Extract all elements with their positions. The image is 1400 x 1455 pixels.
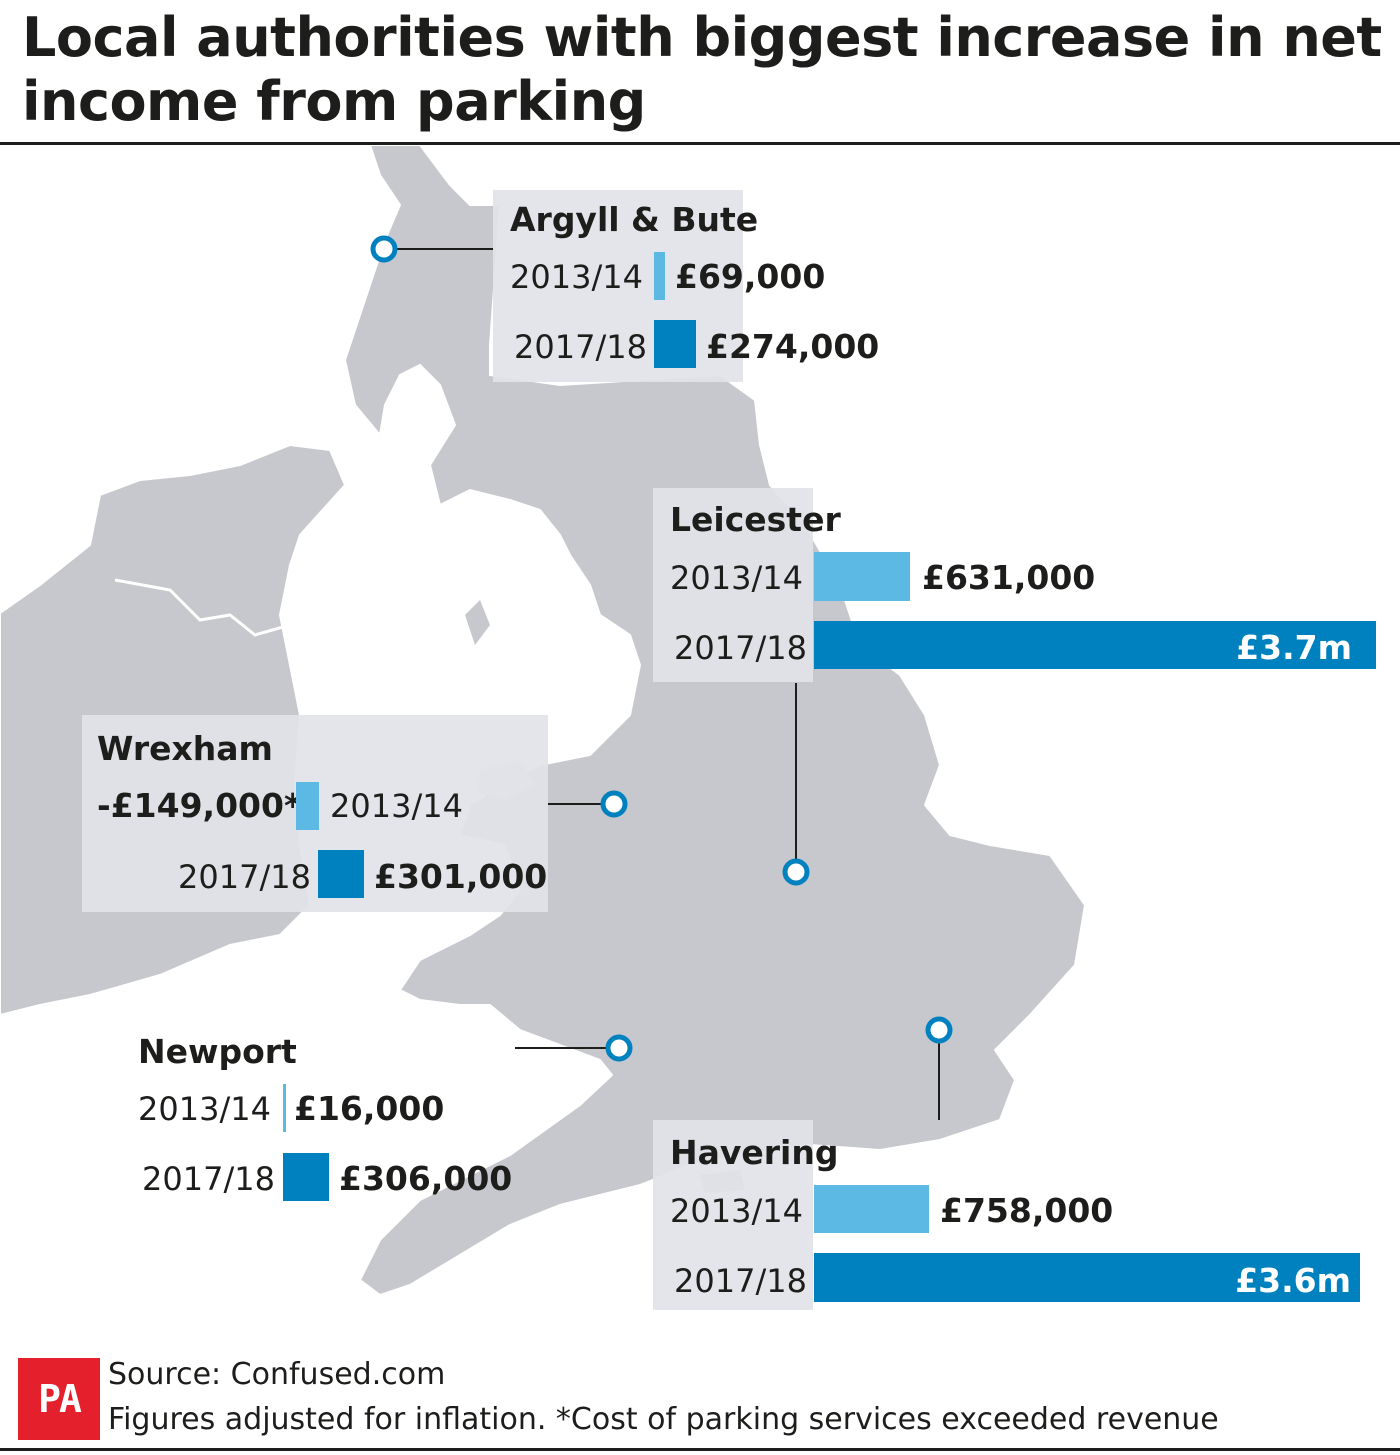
wrexham-year-2017: 2017/18	[178, 858, 311, 896]
argyll-bute-value-2013: £69,000	[675, 257, 826, 296]
newport-value-2013: £16,000	[294, 1089, 445, 1128]
leicester-value-2017: £3.7m	[1236, 628, 1352, 667]
marker-leicester	[782, 858, 810, 886]
argyll-bute-panel	[493, 190, 743, 382]
newport-year-2013: 2013/14	[138, 1090, 271, 1128]
havering-name: Havering	[670, 1133, 839, 1172]
leicester-year-2017: 2017/18	[674, 629, 807, 667]
marker-argyll-bute	[370, 235, 398, 263]
havering-bar-2013	[814, 1185, 929, 1233]
newport-bar-2013	[283, 1084, 286, 1132]
wrexham-bar-2013	[296, 782, 319, 830]
leicester-panel	[653, 488, 813, 682]
newport-value-2017: £306,000	[339, 1159, 513, 1198]
havering-panel	[653, 1120, 813, 1310]
isle-of-man	[465, 600, 490, 645]
marker-wrexham	[600, 790, 628, 818]
marker-havering	[925, 1016, 953, 1044]
page-title: Local authorities with biggest increase …	[22, 6, 1382, 133]
havering-value-2017: £3.6m	[1235, 1261, 1351, 1300]
leicester-bar-2017	[814, 621, 1376, 669]
newport-bar-2017	[283, 1153, 329, 1201]
wrexham-name: Wrexham	[97, 729, 273, 768]
great-britain-landmass	[340, 145, 1087, 1297]
leicester-year-2013: 2013/14	[670, 559, 803, 597]
wrexham-year-2013: 2013/14	[330, 787, 463, 825]
havering-value-2013: £758,000	[940, 1191, 1114, 1230]
havering-year-2013: 2013/14	[670, 1192, 803, 1230]
title-divider	[0, 142, 1400, 145]
argyll-bute-year-2013: 2013/14	[510, 258, 643, 296]
argyll-bute-bar-2017	[654, 320, 696, 368]
newport-name: Newport	[138, 1032, 297, 1071]
wrexham-value-2017: £301,000	[374, 857, 548, 896]
source-note: Source: Confused.com	[108, 1357, 446, 1392]
ni-border	[114, 578, 291, 637]
argyll-bute-value-2017: £274,000	[706, 327, 880, 366]
footnote: Figures adjusted for inflation. *Cost of…	[108, 1402, 1219, 1437]
leicester-name: Leicester	[670, 500, 841, 539]
newport-year-2017: 2017/18	[142, 1160, 275, 1198]
marker-newport	[605, 1034, 633, 1062]
havering-year-2017: 2017/18	[674, 1262, 807, 1300]
argyll-bute-name: Argyll & Bute	[510, 200, 759, 239]
wrexham-value-2013: -£149,000*	[97, 786, 302, 825]
footer-divider	[0, 1448, 1400, 1451]
wrexham-bar-2017	[318, 850, 364, 898]
pa-logo: PA	[18, 1358, 100, 1440]
argyll-bute-bar-2013	[654, 252, 665, 300]
leicester-value-2013: £631,000	[922, 558, 1096, 597]
leicester-bar-2013	[814, 552, 910, 601]
argyll-bute-year-2017: 2017/18	[514, 328, 647, 366]
havering-bar-2017	[814, 1253, 1360, 1302]
